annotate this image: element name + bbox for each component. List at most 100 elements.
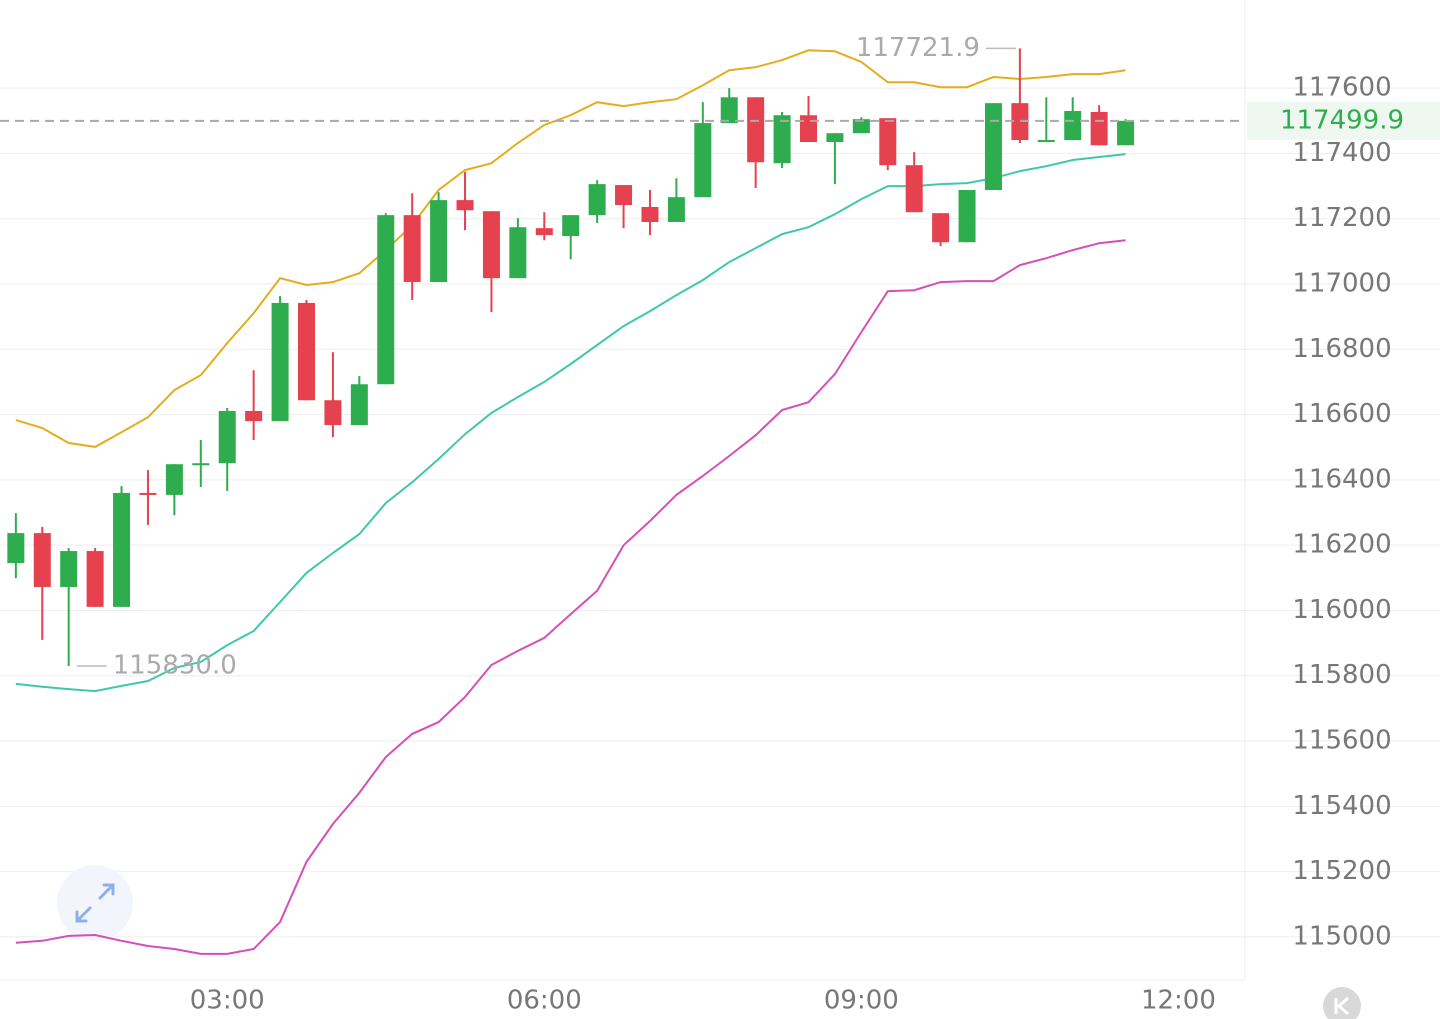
candle-body [588, 184, 606, 216]
candle-body [747, 97, 765, 163]
candle [218, 408, 236, 491]
candle [1064, 97, 1082, 141]
y-tick-label: 115800 [1292, 660, 1391, 690]
candle-body [1117, 120, 1135, 146]
y-tick-label: 116000 [1292, 595, 1391, 625]
candle [60, 548, 78, 666]
candle-body [1037, 140, 1055, 143]
annotation-label: 115830.0 [113, 650, 237, 680]
candle-body [694, 123, 712, 198]
candle [350, 376, 368, 426]
candle-body [1064, 110, 1082, 141]
candle [509, 218, 527, 279]
candle [245, 370, 263, 441]
candle-body [562, 215, 580, 237]
candle [297, 300, 315, 401]
last-price-box [1247, 101, 1440, 140]
logo [1323, 987, 1361, 1019]
candle-body [932, 213, 950, 243]
candle [984, 103, 1002, 190]
x-tick-label: 06:00 [507, 986, 582, 1016]
candle [403, 193, 421, 301]
y-tick-label: 117400 [1292, 138, 1391, 168]
candle [1117, 119, 1135, 146]
candle [905, 152, 923, 213]
y-tick-label: 115600 [1292, 726, 1391, 756]
candle-body [377, 215, 395, 385]
candle-body [905, 165, 923, 213]
candle [192, 440, 210, 488]
candle [615, 185, 633, 229]
candle-body [403, 215, 421, 283]
candle-body [139, 492, 157, 495]
candle-body [113, 492, 131, 607]
candle-body [245, 410, 263, 422]
candle-body [192, 463, 210, 466]
candle [932, 213, 950, 247]
candle [1037, 97, 1055, 143]
y-tick-label: 117000 [1292, 269, 1391, 299]
candle-body [456, 200, 474, 211]
candle [535, 212, 553, 241]
candle-body [773, 115, 791, 164]
candle-body [350, 384, 368, 426]
last-price-label: 117499.9 [1280, 105, 1404, 135]
candle-body [430, 200, 448, 283]
candle-body [641, 206, 659, 222]
candle-body [271, 302, 289, 422]
candle [377, 213, 395, 385]
candle [113, 486, 131, 607]
candle-body [60, 551, 78, 587]
candle [86, 548, 104, 607]
y-tick-label: 116600 [1292, 399, 1391, 429]
candle-body [667, 197, 685, 222]
candle-body [218, 410, 236, 464]
candle [139, 470, 157, 525]
candle [667, 178, 685, 222]
candle [562, 215, 580, 260]
candle [324, 352, 342, 438]
candle-body [7, 533, 25, 564]
candle-body [482, 211, 500, 279]
candle [641, 189, 659, 236]
candle [456, 172, 474, 231]
candle-body [958, 189, 976, 243]
candle-body [800, 115, 818, 143]
candle [720, 88, 738, 124]
annotation-label: 117721.9 [856, 33, 980, 63]
candle [7, 513, 25, 579]
candle [1090, 105, 1108, 146]
candle-body [86, 551, 104, 607]
candle [1011, 48, 1029, 143]
candle-body [1090, 111, 1108, 146]
candle [33, 526, 51, 640]
candle-body [324, 400, 342, 426]
y-tick-label: 116800 [1292, 334, 1391, 364]
candle-body [984, 103, 1002, 190]
candle [165, 464, 183, 516]
candle-body [33, 533, 51, 587]
candle-body [297, 302, 315, 401]
candle [482, 211, 500, 313]
y-tick-label: 116200 [1292, 530, 1391, 560]
candle-body [615, 185, 633, 206]
band-line [15, 49, 1126, 448]
y-tick-label: 117600 [1292, 73, 1391, 103]
candle [747, 97, 765, 189]
candle [879, 118, 897, 171]
band-line [15, 239, 1126, 955]
candle [694, 102, 712, 198]
candle-body [852, 119, 870, 134]
candle-body [879, 118, 897, 166]
x-tick-label: 03:00 [190, 986, 265, 1016]
candle-body [509, 227, 527, 279]
expand-button[interactable] [57, 865, 133, 941]
candle [852, 117, 870, 134]
candle [826, 133, 844, 185]
grid [0, 87, 1440, 938]
y-tick-label: 115400 [1292, 791, 1391, 821]
candle [958, 189, 976, 243]
candle-body [1011, 103, 1029, 141]
y-tick-label: 116400 [1292, 464, 1391, 494]
